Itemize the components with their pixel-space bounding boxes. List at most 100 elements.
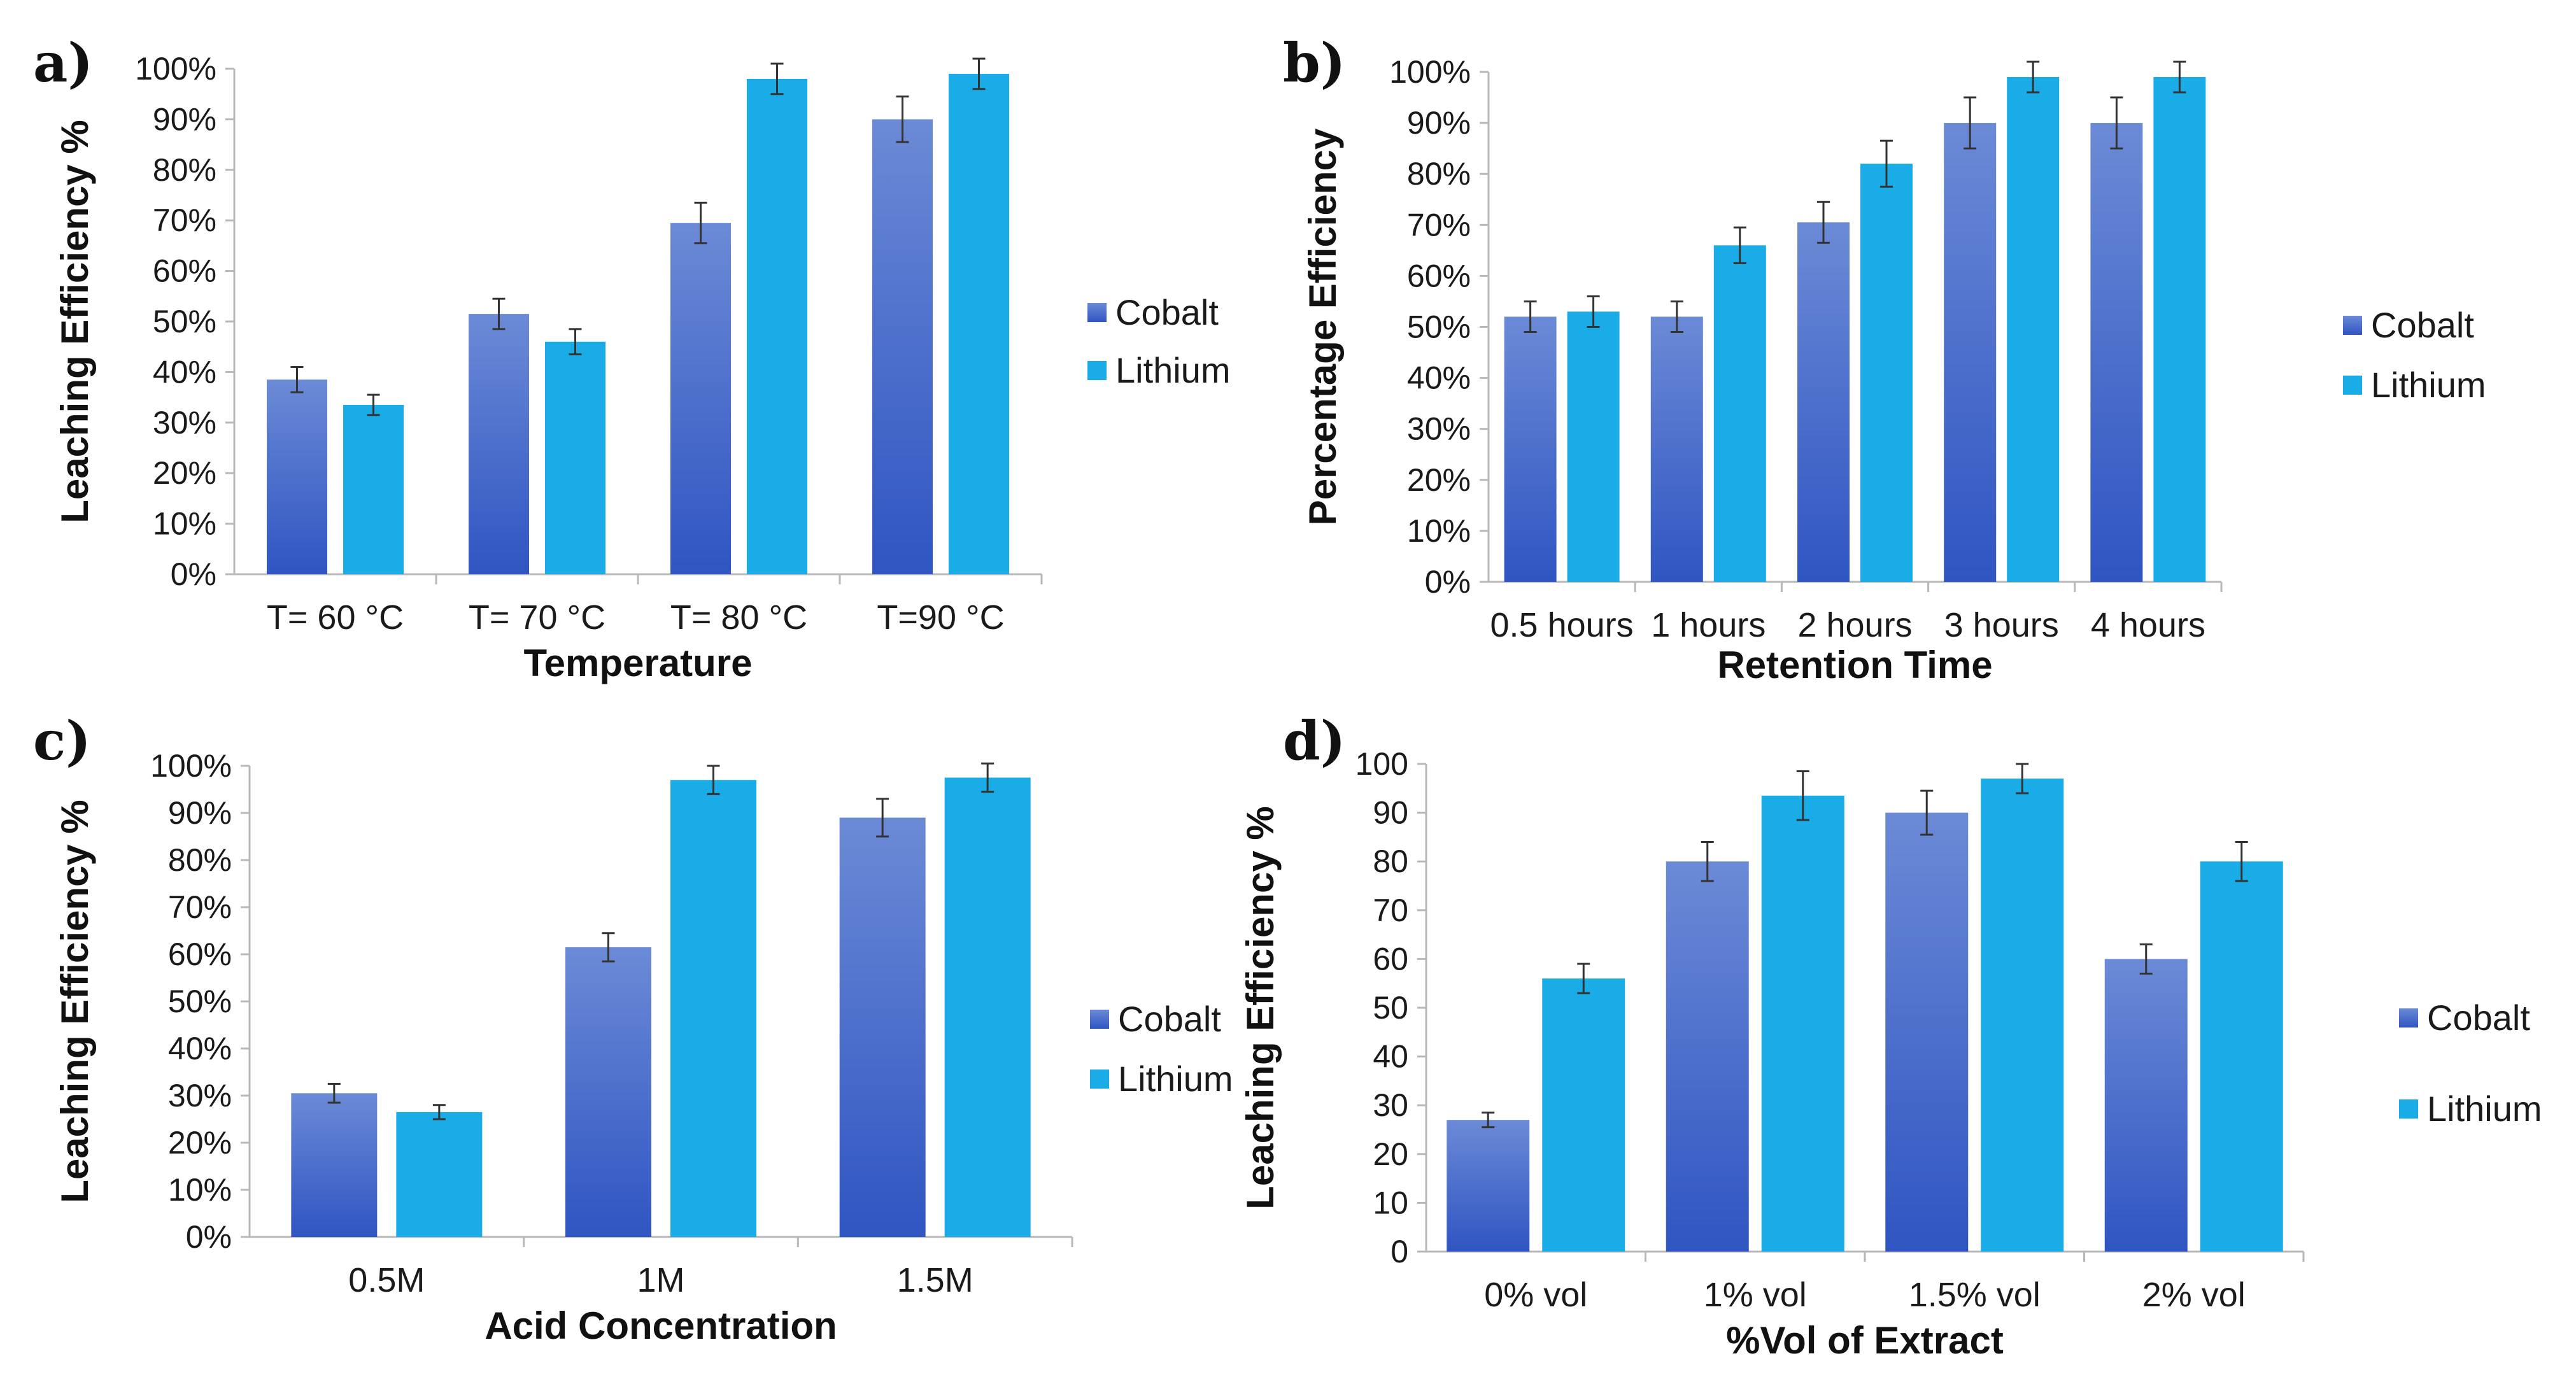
legend-swatch-cobalt bbox=[1090, 1010, 1109, 1029]
bar-lithium bbox=[545, 341, 605, 574]
chart-panels: a)0%10%20%30%40%50%60%70%80%90%100%Leach… bbox=[33, 31, 2542, 1362]
y-axis-title: Leaching Efficiency % bbox=[53, 120, 96, 523]
bar-cobalt bbox=[1885, 812, 1969, 1252]
legend-label-lithium: Lithium bbox=[2427, 1089, 2542, 1129]
y-tick-label: 80 bbox=[1373, 844, 1408, 879]
panel-letter: c) bbox=[33, 709, 91, 772]
bar-lithium bbox=[343, 405, 404, 574]
panel-letter: b) bbox=[1283, 31, 1345, 94]
bar-cobalt bbox=[670, 223, 731, 574]
y-axis-title: Leaching Efficiency % bbox=[1239, 806, 1282, 1210]
x-category-label: T= 80 °C bbox=[670, 598, 807, 637]
y-tick-label: 10% bbox=[153, 506, 216, 542]
y-tick-label: 100% bbox=[135, 51, 216, 87]
y-tick-label: 70% bbox=[1407, 207, 1471, 243]
x-category-label: 0.5M bbox=[348, 1261, 425, 1299]
legend-swatch-lithium bbox=[2343, 376, 2362, 395]
bar-cobalt bbox=[2104, 959, 2188, 1252]
x-axis-title: Acid Concentration bbox=[485, 1304, 837, 1347]
x-category-label: 1 hours bbox=[1651, 606, 1766, 644]
x-category-label: 1.5M bbox=[897, 1261, 973, 1299]
chart-panel-a: a) 0% 10% 20% 30% 40% 50% 60% 70% 80% 90% 100% Leach… bbox=[33, 31, 1231, 684]
legend-label-lithium: Lithium bbox=[1115, 350, 1231, 390]
bar-cobalt bbox=[1797, 222, 1850, 582]
y-tick-label: 20 bbox=[1373, 1136, 1408, 1172]
bar-cobalt bbox=[2090, 123, 2143, 583]
bar-cobalt bbox=[565, 947, 651, 1237]
y-tick-label: 100 bbox=[1355, 746, 1408, 782]
x-axis-title: %Vol of Extract bbox=[1726, 1319, 2004, 1362]
bar-lithium bbox=[2200, 861, 2283, 1252]
chart-panel-c: c) 0% 10% 20% 30% 40% 50% 60% 70% 80% 90% 100% Leach… bbox=[33, 709, 1233, 1347]
x-category-label: 1.5% vol bbox=[1909, 1276, 2041, 1314]
y-tick-label: 40 bbox=[1373, 1039, 1408, 1075]
y-tick-label: 50% bbox=[168, 984, 232, 1019]
y-tick-label: 60 bbox=[1373, 941, 1408, 977]
bar-lithium bbox=[1713, 245, 1766, 583]
y-tick-label: 50% bbox=[153, 304, 216, 339]
y-tick-label: 60% bbox=[153, 253, 216, 289]
y-axis-title: Leaching Efficiency % bbox=[53, 800, 96, 1203]
y-tick-label: 90% bbox=[168, 795, 232, 831]
y-tick-label: 20% bbox=[153, 455, 216, 491]
y-tick-label: 10% bbox=[168, 1172, 232, 1208]
x-category-label: 4 hours bbox=[2091, 606, 2205, 644]
x-category-label: 2% vol bbox=[2142, 1276, 2246, 1314]
y-tick-label: 70% bbox=[168, 889, 232, 925]
bar-cobalt bbox=[872, 119, 933, 574]
legend-swatch-lithium bbox=[2399, 1099, 2418, 1119]
y-tick-label: 0% bbox=[186, 1219, 232, 1255]
panel-letter: a) bbox=[33, 31, 93, 94]
legend-label-cobalt: Cobalt bbox=[1118, 999, 1221, 1039]
bar-cobalt bbox=[1650, 316, 1703, 582]
x-category-label: 0% vol bbox=[1484, 1276, 1587, 1314]
chart-panel-d: d) 0 10 20 30 40 50 60 70 80 90 100 Leaching Efficie… bbox=[1239, 709, 2542, 1362]
y-tick-label: 90% bbox=[1407, 105, 1471, 141]
y-tick-label: 60% bbox=[1407, 258, 1471, 293]
legend-label-lithium: Lithium bbox=[1118, 1059, 1233, 1099]
y-tick-label: 10 bbox=[1373, 1185, 1408, 1220]
bar-cobalt bbox=[1944, 123, 1997, 583]
legend-swatch-cobalt bbox=[2399, 1008, 2418, 1027]
x-axis-title: Temperature bbox=[523, 642, 752, 684]
x-category-label: T= 70 °C bbox=[469, 598, 605, 637]
x-category-label: 1M bbox=[637, 1261, 684, 1299]
x-category-label: T= 60 °C bbox=[267, 598, 404, 637]
bar-lithium bbox=[1542, 978, 1625, 1252]
legend-label-lithium: Lithium bbox=[2371, 365, 2486, 405]
bar-lithium bbox=[670, 780, 756, 1237]
y-tick-label: 70 bbox=[1373, 893, 1408, 928]
y-tick-label: 30% bbox=[168, 1078, 232, 1113]
y-tick-label: 90% bbox=[153, 101, 216, 137]
y-tick-label: 0 bbox=[1391, 1234, 1408, 1269]
y-tick-label: 40% bbox=[153, 354, 216, 390]
legend-swatch-cobalt bbox=[1087, 303, 1107, 322]
bar-lithium bbox=[396, 1112, 483, 1237]
legend-swatch-cobalt bbox=[2343, 316, 2362, 335]
bar-cobalt bbox=[1504, 316, 1557, 582]
y-tick-label: 20% bbox=[1407, 462, 1471, 498]
legend-swatch-lithium bbox=[1087, 361, 1107, 380]
y-tick-label: 50% bbox=[1407, 309, 1471, 345]
legend-label-cobalt: Cobalt bbox=[1115, 292, 1219, 332]
bar-cobalt bbox=[839, 817, 926, 1237]
bar-lithium bbox=[1761, 795, 1844, 1252]
y-tick-label: 0% bbox=[171, 556, 216, 592]
bar-cobalt bbox=[469, 314, 529, 574]
bar-lithium bbox=[949, 73, 1009, 574]
bar-lithium bbox=[1981, 778, 2064, 1252]
y-tick-label: 80% bbox=[153, 152, 216, 188]
y-tick-label: 30 bbox=[1373, 1087, 1408, 1123]
y-tick-label: 70% bbox=[153, 202, 216, 238]
legend-swatch-lithium bbox=[1090, 1070, 1109, 1089]
y-axis-title: Percentage Efficiency bbox=[1301, 128, 1344, 525]
y-tick-label: 10% bbox=[1407, 513, 1471, 549]
y-tick-label: 50 bbox=[1373, 990, 1408, 1026]
bar-cobalt bbox=[1447, 1120, 1530, 1252]
x-category-label: 0.5 hours bbox=[1490, 606, 1634, 644]
x-category-label: 2 hours bbox=[1797, 606, 1912, 644]
bar-lithium bbox=[944, 777, 1031, 1237]
bar-cobalt bbox=[1666, 861, 1749, 1252]
x-axis-title: Retention Time bbox=[1717, 644, 1992, 686]
